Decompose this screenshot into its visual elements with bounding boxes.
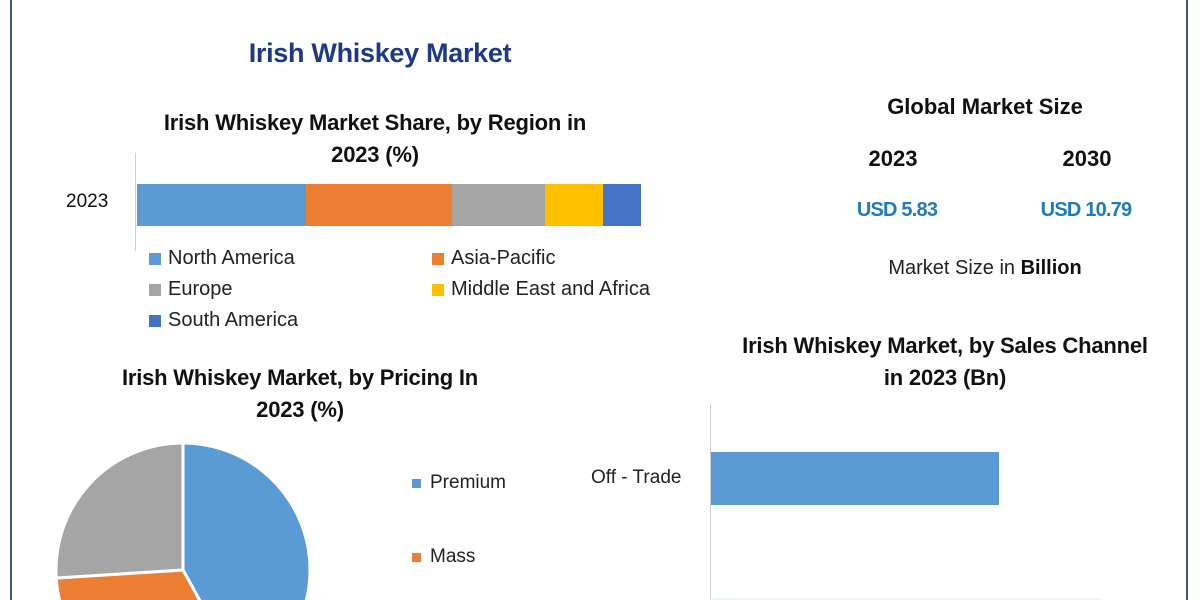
- legend-label: Premium: [430, 472, 507, 493]
- channel-bar-partial: [711, 598, 1101, 600]
- legend-swatch-icon: [412, 478, 421, 488]
- legend-item-mass: Mass: [412, 546, 475, 568]
- legend-swatch-icon: [149, 283, 161, 296]
- bar-segment-south-america: [603, 184, 641, 226]
- note-unit: Billion: [1020, 257, 1082, 279]
- region-chart-category-label: 2023: [66, 191, 109, 212]
- pie-slice-other: [54, 441, 185, 580]
- legend-label: Asia-Pacific: [451, 247, 556, 269]
- page-title: Irish Whiskey Market: [248, 38, 512, 68]
- legend-swatch-icon: [149, 252, 161, 265]
- bar-segment-north-america: [137, 184, 306, 226]
- legend-item-europe: Europe: [149, 278, 233, 301]
- legend-label: South America: [168, 309, 299, 331]
- legend-label: Middle East and Africa: [451, 278, 650, 300]
- channel-chart-title-line2: in 2023 (Bn): [883, 365, 1007, 390]
- bar-segment-middle-east-and-africa: [545, 184, 604, 226]
- market-value-2030: USD 10.79: [1040, 199, 1132, 221]
- legend-item-premium: Premium: [412, 472, 506, 494]
- bar-segment-europe: [451, 184, 546, 226]
- note-prefix: Market Size in: [888, 257, 1021, 279]
- region-chart-title-line2: 2023 (%): [331, 142, 419, 167]
- pricing-chart-title: Irish Whiskey Market, by Pricing In 2023…: [90, 362, 510, 426]
- legend-label: North America: [168, 247, 295, 269]
- region-chart-axis: [135, 153, 136, 251]
- region-stacked-bar: [137, 184, 641, 226]
- region-chart-title-line1: Irish Whiskey Market Share, by Region in: [163, 110, 587, 135]
- pie-slice-premium: [181, 441, 312, 600]
- legend-item-north-america: North America: [149, 247, 295, 270]
- legend-swatch-icon: [149, 314, 161, 327]
- region-chart-title: Irish Whiskey Market Share, by Region in…: [120, 107, 630, 171]
- pie-slice-mass: [54, 568, 202, 600]
- pricing-chart-title-line1: Irish Whiskey Market, by Pricing In: [121, 365, 479, 390]
- legend-item-middle-east-africa: Middle East and Africa: [432, 278, 650, 301]
- global-market-size-title: Global Market Size: [887, 94, 1083, 119]
- legend-item-south-america: South America: [149, 309, 298, 332]
- channel-chart-title: Irish Whiskey Market, by Sales Channel i…: [700, 330, 1190, 394]
- frame-right-border: [1186, 0, 1188, 600]
- legend-label: Europe: [168, 278, 233, 300]
- channel-chart-title-line1: Irish Whiskey Market, by Sales Channel: [742, 333, 1148, 358]
- year-end-label: 2030: [1062, 146, 1112, 171]
- bar-segment-asia-pacific: [305, 184, 452, 226]
- legend-swatch-icon: [432, 252, 444, 265]
- channel-category-label: Off - Trade: [591, 467, 682, 488]
- legend-label: Mass: [430, 546, 476, 567]
- legend-item-asia-pacific: Asia-Pacific: [432, 247, 555, 270]
- pricing-chart-title-line2: 2023 (%): [256, 397, 344, 422]
- market-value-2023: USD 5.83: [856, 199, 938, 221]
- legend-swatch-icon: [412, 552, 421, 562]
- channel-chart-axis: [710, 404, 711, 600]
- market-size-unit-note: Market Size in Billion: [860, 257, 1110, 280]
- channel-bar-off-trade: [711, 452, 999, 505]
- frame-left-border: [10, 0, 12, 600]
- legend-swatch-icon: [432, 283, 444, 296]
- year-start-label: 2023: [868, 146, 918, 171]
